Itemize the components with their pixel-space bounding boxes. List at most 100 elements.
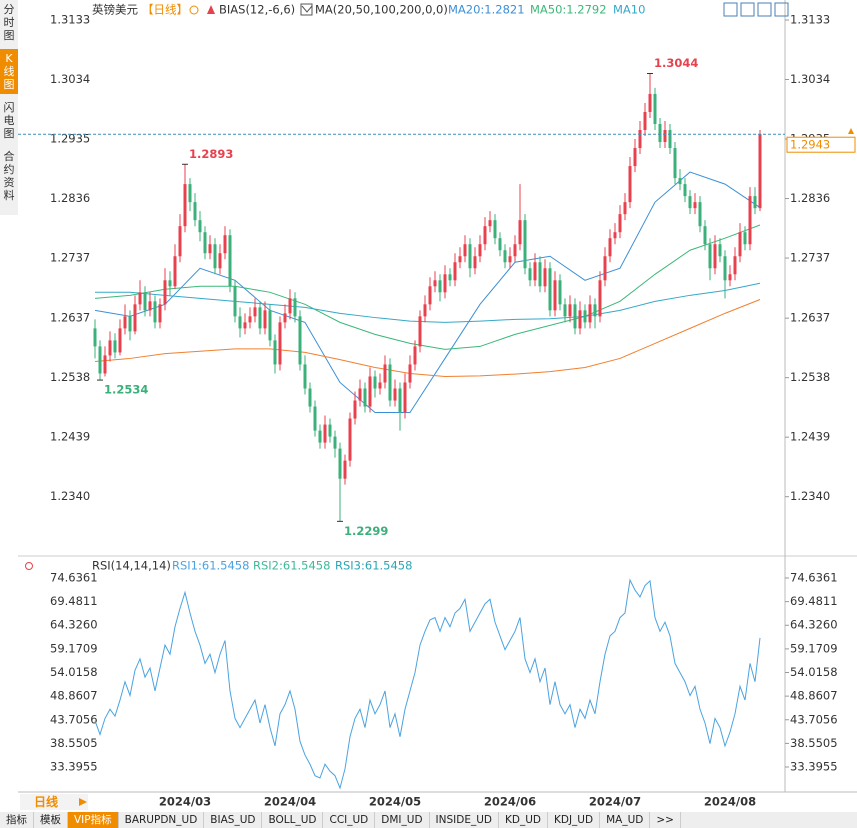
candle-body xyxy=(678,178,682,185)
background xyxy=(18,0,857,792)
y-tick-label: 1.2737 xyxy=(50,251,90,265)
y-tick-label: 33.3955 xyxy=(790,760,838,774)
tab[interactable]: BARUPDN_UD xyxy=(119,812,205,828)
tab[interactable]: KDJ_UD xyxy=(548,812,601,828)
candle-body xyxy=(163,280,167,305)
candle-body xyxy=(208,244,212,254)
x-tick-label: 2024/07 xyxy=(589,795,641,809)
candle-body xyxy=(558,280,562,305)
ma-line xyxy=(94,299,761,377)
tab[interactable]: VIP指标 xyxy=(68,812,119,828)
candle-body xyxy=(673,148,677,179)
tab[interactable]: 模板 xyxy=(34,812,68,828)
side-tab[interactable]: 合约资料 xyxy=(3,150,15,202)
y-tick-label: 43.7056 xyxy=(790,712,838,726)
candle-body xyxy=(173,256,177,287)
candle-body xyxy=(493,220,497,239)
extreme-label: 1.2893 xyxy=(189,147,233,161)
candle-body xyxy=(698,202,702,227)
candle-body xyxy=(168,280,172,287)
extreme-label: 1.2299 xyxy=(344,524,388,538)
ma-icon[interactable] xyxy=(300,3,313,16)
y-tick-label: 1.2439 xyxy=(50,430,90,444)
candle-body xyxy=(453,262,457,281)
y-tick-label: 1.3034 xyxy=(790,72,830,86)
y-tick-label: 54.0158 xyxy=(50,665,98,679)
candle-body xyxy=(198,220,202,233)
candle-body xyxy=(153,301,157,323)
legend-entry: RSI3:61.5458 xyxy=(335,559,412,573)
candle-body xyxy=(133,304,137,332)
y-tick-label: 38.5505 xyxy=(790,736,838,750)
candle-body xyxy=(358,388,362,401)
legend-entry: MA10 xyxy=(613,3,645,17)
candle-body xyxy=(353,400,357,419)
y-tick-label: 48.8607 xyxy=(50,689,98,703)
candle-body xyxy=(303,364,307,389)
tab[interactable]: CCI_UD xyxy=(323,812,376,828)
candle-body xyxy=(463,244,467,257)
y-tick-label: 54.0158 xyxy=(790,665,838,679)
candle-body xyxy=(723,256,727,281)
candle-body xyxy=(263,310,267,329)
y-tick-label: 1.2538 xyxy=(790,370,830,384)
candle-body xyxy=(553,280,557,311)
legend-entry: MA20:1.2821 xyxy=(448,3,525,17)
candle-body xyxy=(498,238,502,251)
candle-body xyxy=(363,388,367,407)
tool-button[interactable] xyxy=(723,2,738,17)
side-tab[interactable]: 闪电图 xyxy=(3,101,15,140)
candle-body xyxy=(758,134,762,209)
settings-icon[interactable] xyxy=(25,562,33,570)
period-button[interactable]: 日线 xyxy=(20,794,88,810)
tool-button[interactable] xyxy=(757,2,772,17)
candle-body xyxy=(633,148,637,167)
candle-body xyxy=(753,196,757,209)
rsi-line xyxy=(94,578,761,790)
candle-body xyxy=(383,364,387,383)
tab[interactable]: DMI_UD xyxy=(375,812,430,828)
y-tick-label: 1.2340 xyxy=(50,489,90,503)
side-tab[interactable]: K线图 xyxy=(0,49,18,94)
candle-body xyxy=(193,202,197,221)
tool-button[interactable] xyxy=(740,2,755,17)
tab[interactable]: >> xyxy=(650,812,681,828)
y-tick-label: 38.5505 xyxy=(50,736,98,750)
candle-body xyxy=(368,376,372,407)
candle-body xyxy=(708,244,712,269)
y-tick-label: 59.1709 xyxy=(790,641,838,655)
legend-entry: RSI2:61.5458 xyxy=(253,559,330,573)
y-tick-label: 1.3133 xyxy=(50,13,90,27)
candle-body xyxy=(183,184,187,227)
tab[interactable]: BOLL_UD xyxy=(262,812,324,828)
period: 【日线】 xyxy=(142,3,188,17)
candle-body xyxy=(138,292,142,305)
x-tick-label: 2024/08 xyxy=(704,795,756,809)
legend-entry: MA50:1.2792 xyxy=(530,3,607,17)
tab[interactable]: BIAS_UD xyxy=(204,812,263,828)
side-tab[interactable]: 分时图 xyxy=(3,3,15,42)
candle-body xyxy=(398,388,402,413)
indicator-icon xyxy=(207,5,215,14)
candle-body xyxy=(523,220,527,269)
candle-body xyxy=(318,430,322,443)
indicator: BIAS(12,-6,6) xyxy=(219,3,295,17)
candle-body xyxy=(143,292,147,311)
tab[interactable]: MA_UD xyxy=(600,812,651,828)
candle-body xyxy=(598,280,602,317)
tab[interactable]: INSIDE_UD xyxy=(430,812,499,828)
tool-button[interactable] xyxy=(774,2,789,17)
tab[interactable]: KD_UD xyxy=(499,812,548,828)
candle-body xyxy=(643,111,647,131)
add-icon[interactable] xyxy=(189,5,199,15)
candle-body xyxy=(473,256,477,269)
tab[interactable]: 指标 xyxy=(0,812,34,828)
candle-body xyxy=(158,304,162,323)
candle-body xyxy=(573,304,577,329)
candle-body xyxy=(298,316,302,365)
y-tick-label: 1.2637 xyxy=(50,311,90,325)
period-button-label: 日线 xyxy=(34,795,59,809)
y-tick-label: 64.3260 xyxy=(50,618,98,632)
candle-body xyxy=(348,418,352,461)
candle-body xyxy=(483,226,487,245)
